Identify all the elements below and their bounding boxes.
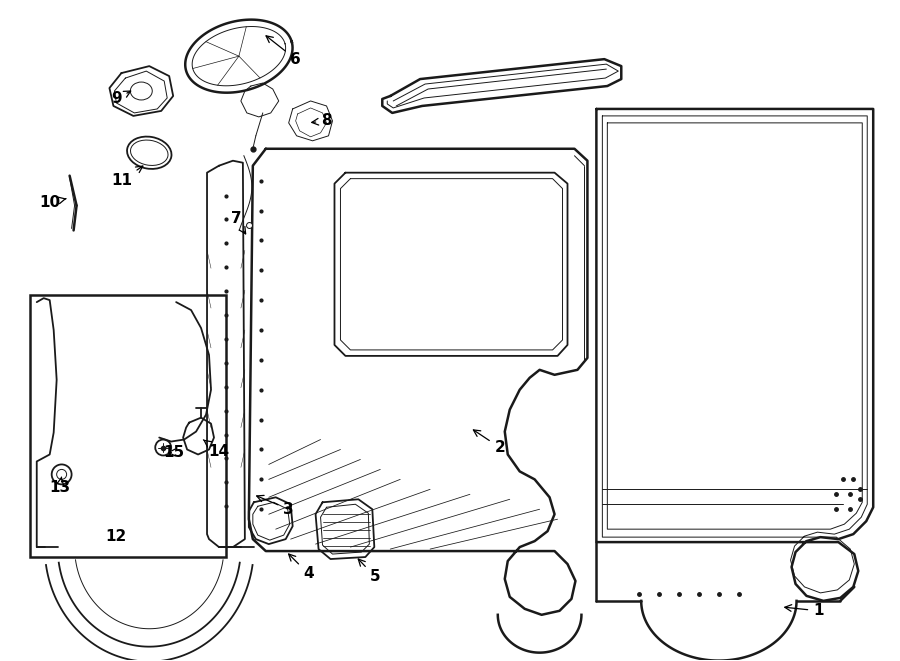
Text: 4: 4 xyxy=(289,554,314,582)
Text: 13: 13 xyxy=(50,477,70,495)
Text: 14: 14 xyxy=(203,440,230,459)
Text: 10: 10 xyxy=(39,195,66,210)
Text: 2: 2 xyxy=(473,430,505,455)
Text: 3: 3 xyxy=(256,495,294,517)
Text: 15: 15 xyxy=(164,445,184,460)
Text: 11: 11 xyxy=(111,166,143,188)
Text: 5: 5 xyxy=(358,559,381,584)
Text: 12: 12 xyxy=(106,529,127,543)
Text: 6: 6 xyxy=(266,36,301,67)
Text: 7: 7 xyxy=(230,211,246,234)
Text: 1: 1 xyxy=(785,603,824,618)
Bar xyxy=(30,295,226,557)
Text: 9: 9 xyxy=(111,91,130,106)
Text: 8: 8 xyxy=(311,114,332,128)
